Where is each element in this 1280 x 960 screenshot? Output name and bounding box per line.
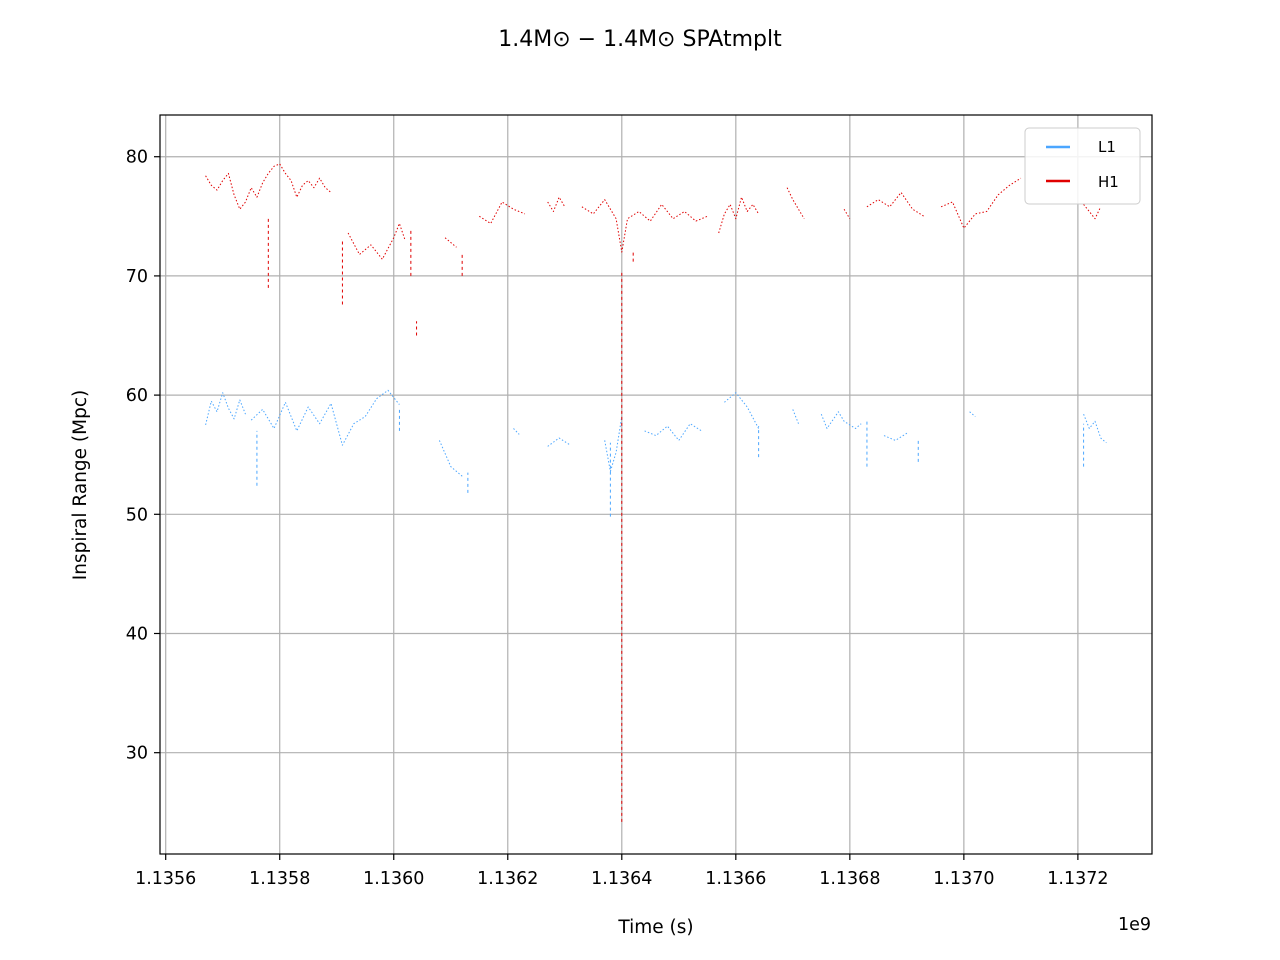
series-line-l1: [792, 409, 799, 424]
series-line-l1: [547, 437, 571, 447]
x-tick-label: 1.1372: [1047, 869, 1108, 889]
x-tick-label: 1.1364: [591, 869, 652, 889]
x-tick-label: 1.1362: [477, 869, 538, 889]
y-tick-label: 70: [126, 267, 148, 287]
series-line-h1: [547, 196, 566, 212]
x-axis-label: Time (s): [617, 917, 693, 938]
x-tick-label: 1.1370: [933, 869, 994, 889]
x-axis-offset-label: 1e9: [1118, 915, 1151, 935]
plot-background: [160, 115, 1152, 854]
y-tick-label: 40: [126, 624, 148, 644]
series-line-h1: [205, 163, 332, 210]
series-line-l1: [438, 440, 463, 477]
x-tick-label: 1.1358: [249, 869, 310, 889]
y-tick-label: 80: [126, 148, 148, 168]
series-line-h1: [786, 187, 805, 219]
legend: L1 H1: [1024, 127, 1141, 205]
y-tick-label: 30: [126, 744, 148, 764]
y-tick-label: 60: [126, 386, 148, 406]
legend-label-h1: H1: [1098, 173, 1119, 191]
x-tick-label: 1.1366: [705, 869, 766, 889]
chart-title: 1.4M⊙ − 1.4M⊙ SPAtmplt: [498, 27, 782, 52]
y-axis: 30 40 50 60 70 80: [126, 148, 160, 764]
series-line-h1: [1083, 204, 1102, 220]
series-line-l1: [1083, 414, 1107, 444]
series-line-h1: [444, 237, 457, 248]
series-line-l1: [644, 423, 702, 441]
legend-box: [1024, 127, 1141, 205]
plot-frame: [159, 114, 1153, 855]
data-layer: [205, 163, 1107, 822]
series-line-l1: [969, 411, 976, 417]
x-tick-label: 1.1360: [363, 869, 424, 889]
x-tick-label: 1.1368: [819, 869, 880, 889]
series-l1: [205, 389, 1107, 477]
series-line-l1: [724, 392, 760, 429]
series-line-l1: [205, 392, 246, 426]
y-axis-label: Inspiral Range (Mpc): [70, 390, 91, 581]
series-line-l1: [883, 432, 908, 441]
series-line-l1: [513, 428, 520, 435]
series-line-l1: [250, 389, 400, 446]
legend-label-l1: L1: [1098, 138, 1116, 156]
series-line-h1: [718, 196, 760, 234]
x-axis: 1.1356 1.1358 1.1360 1.1362 1.1364 1.1366 1.13…: [135, 854, 1109, 889]
series-line-h1: [866, 192, 925, 217]
y-tick-label: 50: [126, 505, 148, 525]
series-h1: [205, 163, 1102, 260]
series-line-h1: [581, 199, 708, 253]
x-tick-label: 1.1356: [135, 869, 196, 889]
